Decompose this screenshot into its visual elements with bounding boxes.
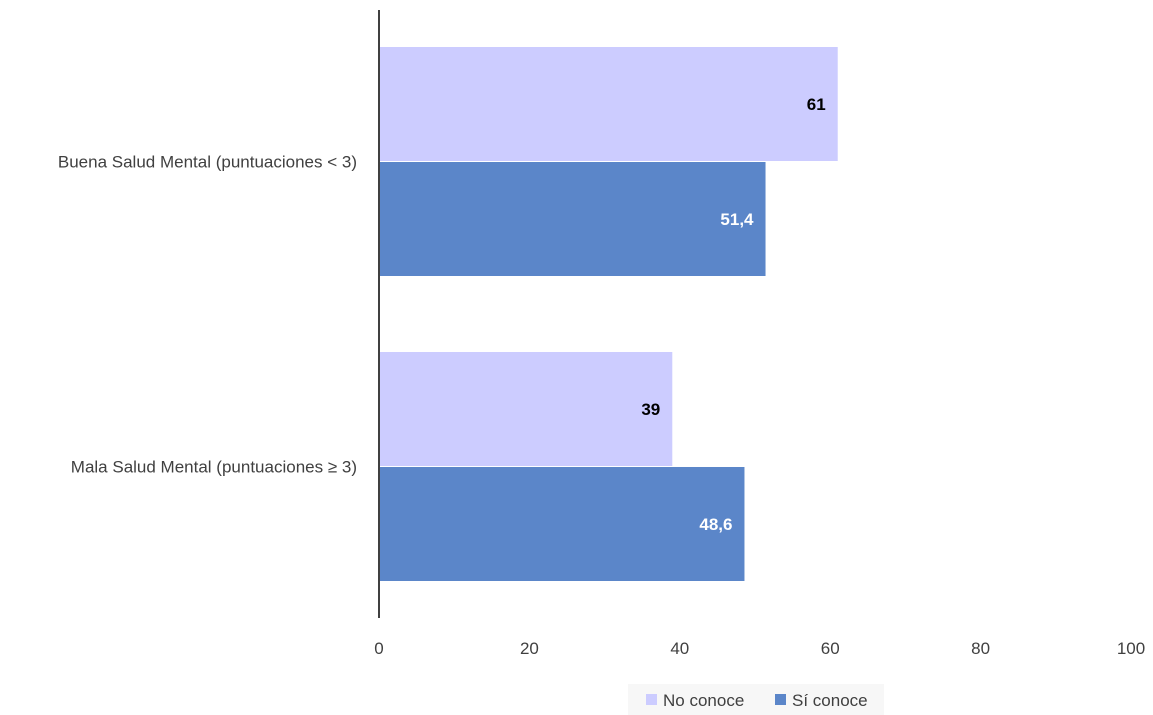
data-label: 61 [807,95,826,114]
bar-si-conoce-1 [379,162,766,276]
x-tick-label: 0 [374,639,383,658]
legend: No conoce Sí conoce [628,684,884,715]
x-tick-label: 20 [520,639,539,658]
bar-si-conoce-2 [379,467,745,581]
data-label: 39 [641,400,660,419]
category-label: Mala Salud Mental (puntuaciones ≥ 3) [71,458,357,477]
legend-label: Sí conoce [792,691,868,710]
bar-no-conoce-2 [379,352,673,466]
data-label: 51,4 [720,210,754,229]
legend-swatch [646,694,657,705]
data-label: 48,6 [699,515,732,534]
x-tick-label: 80 [971,639,990,658]
legend-label: No conoce [663,691,744,710]
category-label: Buena Salud Mental (puntuaciones < 3) [58,153,357,172]
data-labels-layer: 61 51,4 39 48,6 [641,95,825,534]
x-tick-label: 100 [1117,639,1145,658]
bars-layer [379,47,838,581]
category-labels: Buena Salud Mental (puntuaciones < 3) Mal… [58,153,357,477]
x-axis-ticks: 0 20 40 60 80 100 [374,639,1145,658]
x-tick-label: 60 [821,639,840,658]
legend-background [628,684,884,715]
bar-no-conoce-1 [379,47,838,161]
x-tick-label: 40 [670,639,689,658]
legend-swatch [775,694,786,705]
